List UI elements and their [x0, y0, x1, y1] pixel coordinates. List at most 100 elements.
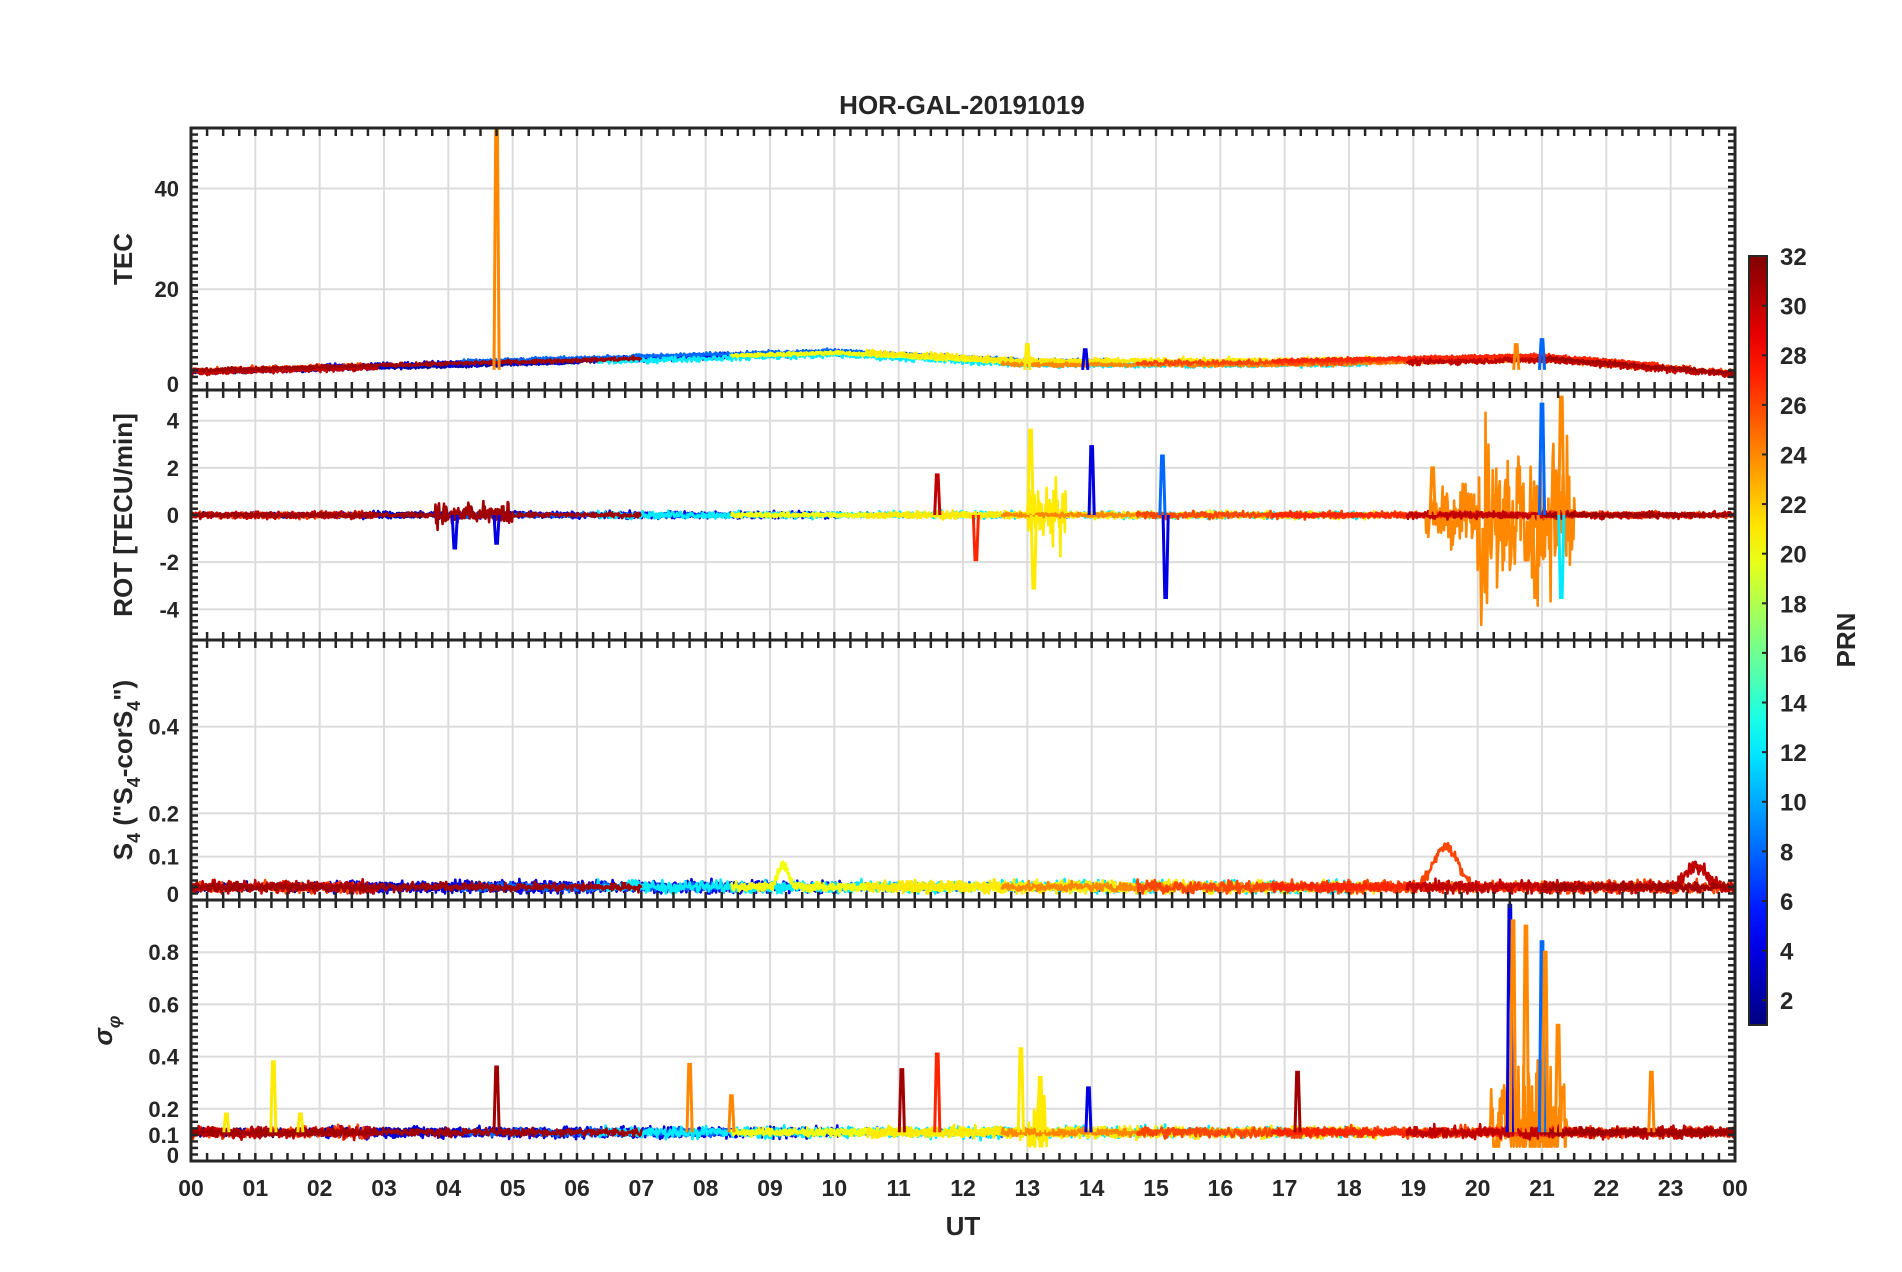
colorbar-tick-label: 32 — [1780, 244, 1807, 271]
spike-tec-3 — [1081, 348, 1090, 370]
xtick-label: 01 — [243, 1175, 269, 1201]
spike-sigma-3 — [727, 1094, 736, 1133]
spike-sigma-17 — [296, 1112, 305, 1133]
panel-sigma: 00.10.2 0.4 0.6 0.8 σφ — [88, 898, 1737, 1168]
spike-sigma-9 — [1293, 1070, 1302, 1133]
spike-sigma-4 — [897, 1068, 906, 1133]
ytick-label-s4: 0.2 — [148, 801, 179, 826]
xtick-label: 05 — [500, 1175, 526, 1201]
spike-sigma-6 — [1016, 1047, 1025, 1133]
spike-rot-1 — [492, 514, 501, 545]
ytick-label-rot: 0 — [167, 503, 179, 528]
ytick-label-rot: -2 — [159, 550, 179, 575]
xtick-label: 02 — [307, 1175, 333, 1201]
xtick-label: 12 — [950, 1175, 976, 1201]
colorbar-tick-label: 20 — [1780, 542, 1807, 569]
y-ticks-s4 — [191, 638, 1735, 902]
xtick-label: 00 — [1722, 1175, 1748, 1201]
spike-sigma-12 — [1521, 924, 1530, 1133]
chart-title: HOR-GAL-20191019 — [839, 90, 1085, 120]
series-tec-prn-31 — [191, 354, 1735, 376]
xtick-label: 04 — [436, 1175, 462, 1201]
panel-s4: 0 0.1 0.2 0.4S4 ("S4-corS4") — [108, 638, 1737, 907]
spike-sigma-14 — [1541, 950, 1550, 1133]
ytick-label-sigma: 0.4 — [148, 1045, 179, 1070]
y-ticks-rot — [191, 388, 1735, 642]
ytick-label-tec: 40 — [155, 176, 179, 201]
xtick-label: 11 — [887, 1175, 912, 1201]
spike-sigma-16 — [1647, 1070, 1656, 1133]
xtick-label: 17 — [1272, 1175, 1298, 1201]
colorbar-tick-label: 4 — [1780, 939, 1794, 966]
ytick-label-sigma: 0.8 — [148, 940, 179, 965]
spike-sigma-11 — [1508, 919, 1518, 1133]
ytick-label-s4: 0 — [167, 882, 179, 907]
x-axis-label: UT — [946, 1211, 981, 1241]
y-ticks-sigma — [191, 898, 1735, 1163]
colorbar-tick-label: 2 — [1780, 988, 1793, 1015]
xtick-label: 13 — [1015, 1175, 1041, 1201]
y-axis-label-s4: S4 ("S4-corS4") — [108, 680, 144, 860]
spike-tec-2 — [1537, 338, 1547, 370]
spike-rot-12 — [933, 473, 942, 516]
colorbar-tick-label: 14 — [1780, 691, 1807, 718]
series-sigma-prn-31 — [191, 1126, 1735, 1139]
colorbar-tick-label: 16 — [1780, 641, 1807, 668]
spike-sigma-2 — [685, 1062, 694, 1133]
x-tick-labels: 00 01 02 03 04 05 06 07 08 09 10 11 12 13 14 15 16 17 18 19… — [178, 1175, 1748, 1201]
y-axis-label-rot: ROT [TECU/min] — [108, 413, 138, 617]
xtick-label: 21 — [1529, 1175, 1555, 1201]
series-s4-prn-31 — [191, 880, 1735, 894]
spike-rot-7 — [1537, 402, 1547, 516]
colorbar-scale — [1748, 255, 1768, 1026]
xtick-label: 16 — [1208, 1175, 1234, 1201]
colorbar-tick-label: 28 — [1780, 343, 1807, 370]
y-ticks-tec — [191, 126, 1735, 392]
ytick-label-rot: 4 — [167, 409, 180, 434]
ytick-label-s4: 0.1 — [148, 845, 179, 870]
xtick-label: 07 — [629, 1175, 655, 1201]
series-group-s4 — [191, 841, 1735, 895]
series-group-sigma — [191, 903, 1735, 1148]
spike-rot-4 — [1087, 445, 1096, 516]
xtick-label: 18 — [1336, 1175, 1362, 1201]
colorbar-tick-label: 8 — [1780, 839, 1793, 866]
ytick-label-sigma: 0 — [167, 1143, 179, 1168]
xtick-label: 08 — [693, 1175, 719, 1201]
spike-tec-1 — [1512, 343, 1521, 370]
spike-tec-4 — [1023, 343, 1032, 370]
y-axis-label-tec: TEC — [108, 233, 138, 285]
x-ticks-sigma — [189, 900, 1737, 1161]
spike-tec-0 — [492, 128, 501, 370]
ytick-label-rot: -4 — [159, 597, 179, 622]
xtick-label: 22 — [1594, 1175, 1620, 1201]
xtick-label: 03 — [371, 1175, 397, 1201]
spike-rot-2 — [1026, 428, 1035, 516]
spike-sigma-5 — [933, 1052, 942, 1133]
colorbar-tick-label: 26 — [1780, 393, 1807, 420]
spike-rot-10 — [1557, 514, 1566, 600]
spike-rot-11 — [1428, 466, 1437, 516]
gridlines-s4 — [191, 640, 1735, 900]
colorbar-tick-label: 18 — [1780, 591, 1807, 618]
xtick-label: 14 — [1079, 1175, 1105, 1201]
spike-rot-3 — [1029, 514, 1038, 590]
spike-sigma-15 — [1554, 1023, 1563, 1133]
ytick-label-tec: 20 — [155, 277, 179, 302]
panel-rot: -4 -2 0 2 4 ROT [TECU/min] — [108, 388, 1737, 642]
colorbar-tick-label: 22 — [1780, 492, 1807, 519]
xtick-label: 10 — [822, 1175, 848, 1201]
colorbar-label: PRN — [1831, 613, 1861, 668]
spike-rot-9 — [1531, 514, 1540, 600]
xtick-label: 23 — [1658, 1175, 1684, 1201]
spike-sigma-18 — [222, 1112, 231, 1133]
xtick-label: 19 — [1401, 1175, 1427, 1201]
ytick-label-s4: 0.4 — [148, 715, 179, 740]
series-group-rot — [191, 395, 1735, 627]
ytick-label-tec: 0 — [167, 372, 179, 397]
spike-rot-8 — [1557, 395, 1566, 516]
series-group-tec — [191, 128, 1735, 378]
